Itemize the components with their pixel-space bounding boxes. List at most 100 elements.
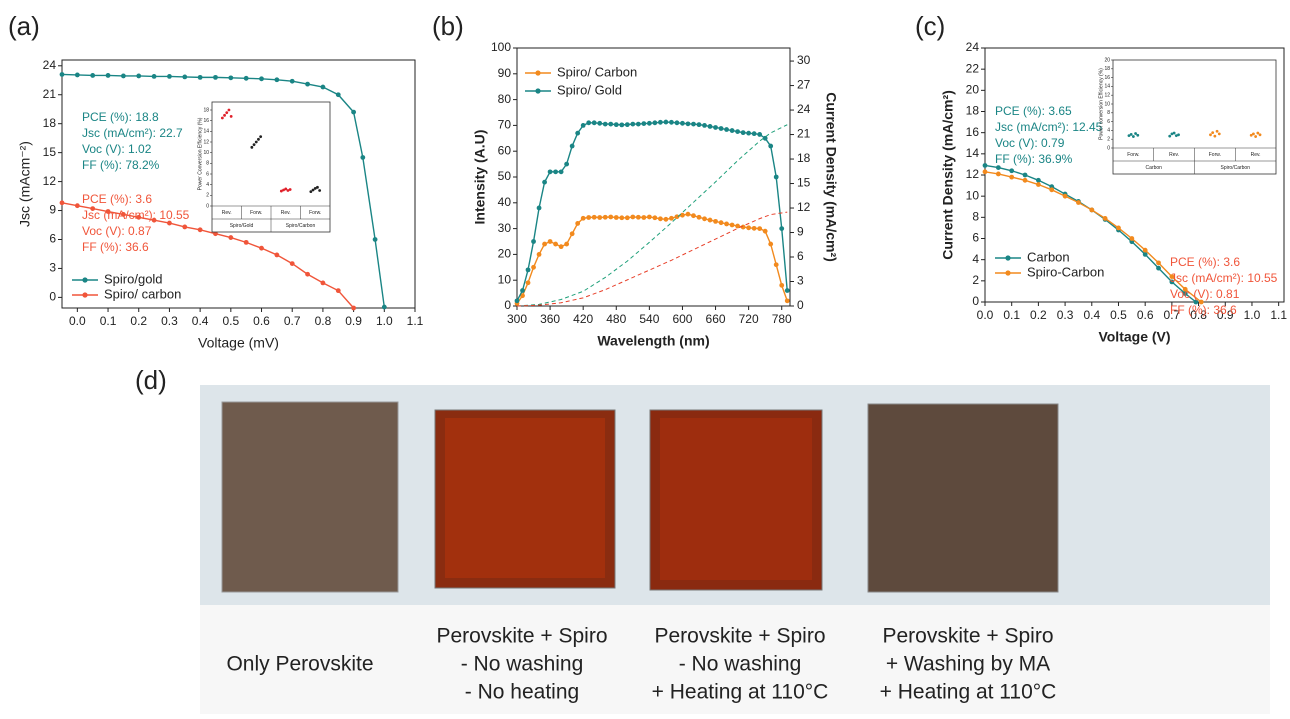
y-axis-label: Jsc (mAcm⁻²) <box>17 141 33 227</box>
series-point <box>664 120 669 125</box>
y2-tick-label: 9 <box>797 225 804 239</box>
x-tick-label: 480 <box>606 312 626 326</box>
series-point <box>182 225 187 230</box>
series-point <box>90 73 95 78</box>
series-point <box>996 172 1001 177</box>
sample-center <box>660 418 812 580</box>
annotation: Jsc (mA/cm²): 10.55 <box>1170 271 1278 285</box>
inset-tick-label: 0 <box>206 203 209 209</box>
inset-tick-label: 8 <box>1107 110 1110 116</box>
y2-tick-label: 24 <box>797 102 811 116</box>
inset-point <box>257 138 260 141</box>
inset-point <box>1173 132 1176 135</box>
series-point <box>75 73 80 78</box>
x-tick-label: 540 <box>639 312 659 326</box>
sample <box>222 402 398 592</box>
y2-tick-label: 6 <box>797 249 804 263</box>
series-point <box>213 75 218 80</box>
series-line <box>985 172 1201 302</box>
inset-tick-label: 14 <box>1104 84 1110 90</box>
series-point <box>614 215 619 220</box>
x-tick-label: 0.5 <box>222 314 239 328</box>
panel-label: (b) <box>432 11 464 41</box>
series-point <box>752 131 757 136</box>
inset-category: Forw. <box>1127 152 1139 158</box>
y-tick-label: 40 <box>498 195 512 209</box>
inset: 024681012141618Power Conversion Efficien… <box>197 102 330 232</box>
series-point <box>559 169 564 174</box>
inset-point <box>1216 130 1219 133</box>
x-tick-label: 0.5 <box>1110 308 1127 322</box>
series-point <box>741 130 746 135</box>
series-point <box>713 219 718 224</box>
y-tick-label: 0 <box>972 294 979 308</box>
x-tick-label: 0.3 <box>1057 308 1074 322</box>
series-point <box>746 225 751 230</box>
annotation: Jsc (mA/cm²): 12.45 <box>995 120 1103 134</box>
series-point <box>244 240 249 245</box>
series-point <box>702 123 707 128</box>
y-tick-label: 12 <box>43 174 57 188</box>
series-point <box>1089 208 1094 213</box>
inset-tick-label: 4 <box>1107 128 1110 134</box>
series-point <box>360 155 365 160</box>
series-point <box>746 131 751 136</box>
annotation: Voc (V): 0.81 <box>1170 287 1240 301</box>
legend-swatch <box>82 277 87 282</box>
series-point <box>719 126 724 131</box>
x-tick-label: 0.6 <box>253 314 270 328</box>
series-point <box>305 272 310 277</box>
inset-point <box>223 114 226 117</box>
series-point <box>586 120 591 125</box>
series-point <box>697 122 702 127</box>
legend-label: Spiro/ Gold <box>557 82 622 97</box>
series-point <box>537 206 542 211</box>
series-point <box>768 242 773 247</box>
inset-tick-label: 16 <box>1104 75 1110 81</box>
series-point <box>686 121 691 126</box>
series-line <box>517 212 787 306</box>
inset-tick-label: 20 <box>1104 57 1110 63</box>
series-point <box>373 237 378 242</box>
legend-swatch <box>535 70 540 75</box>
inset-point <box>1254 135 1257 138</box>
series-point <box>647 121 652 126</box>
x-tick-label: 1.0 <box>376 314 393 328</box>
x-tick-label: 1.0 <box>1244 308 1261 322</box>
x-axis-label: Voltage (V) <box>1098 329 1170 345</box>
inset-point <box>289 188 292 191</box>
series-point <box>597 215 602 220</box>
inset-category: Rev. <box>222 210 232 216</box>
y2-tick-label: 30 <box>797 53 811 67</box>
series-point <box>763 136 768 141</box>
series-point <box>351 306 356 311</box>
series-point <box>774 175 779 180</box>
series-point <box>198 227 203 232</box>
series-point <box>713 125 718 130</box>
series-point <box>553 169 558 174</box>
series-point <box>608 215 613 220</box>
legend-label: Spiro/gold <box>104 271 163 286</box>
inset-category: Forw. <box>250 210 262 216</box>
series-point <box>1129 236 1134 241</box>
panel-label: (c) <box>915 11 945 41</box>
x-tick-label: 0.2 <box>130 314 147 328</box>
series-point <box>774 262 779 267</box>
series-point <box>198 75 203 80</box>
inset-point <box>1259 133 1262 136</box>
y-tick-label: 20 <box>498 247 512 261</box>
series-point <box>779 283 784 288</box>
series-point <box>680 213 685 218</box>
series-point <box>228 235 233 240</box>
series-point <box>564 162 569 167</box>
x-tick-label: 1.1 <box>1270 308 1287 322</box>
series-point <box>548 169 553 174</box>
inset-point <box>250 146 253 149</box>
inset-tick-label: 10 <box>1104 101 1110 107</box>
photo-caption: - No heating <box>465 681 579 704</box>
series-point <box>559 244 564 249</box>
series-point <box>983 163 988 168</box>
series-point <box>1009 175 1014 180</box>
x-tick-label: 0.2 <box>1030 308 1047 322</box>
inset-point <box>1168 135 1171 138</box>
